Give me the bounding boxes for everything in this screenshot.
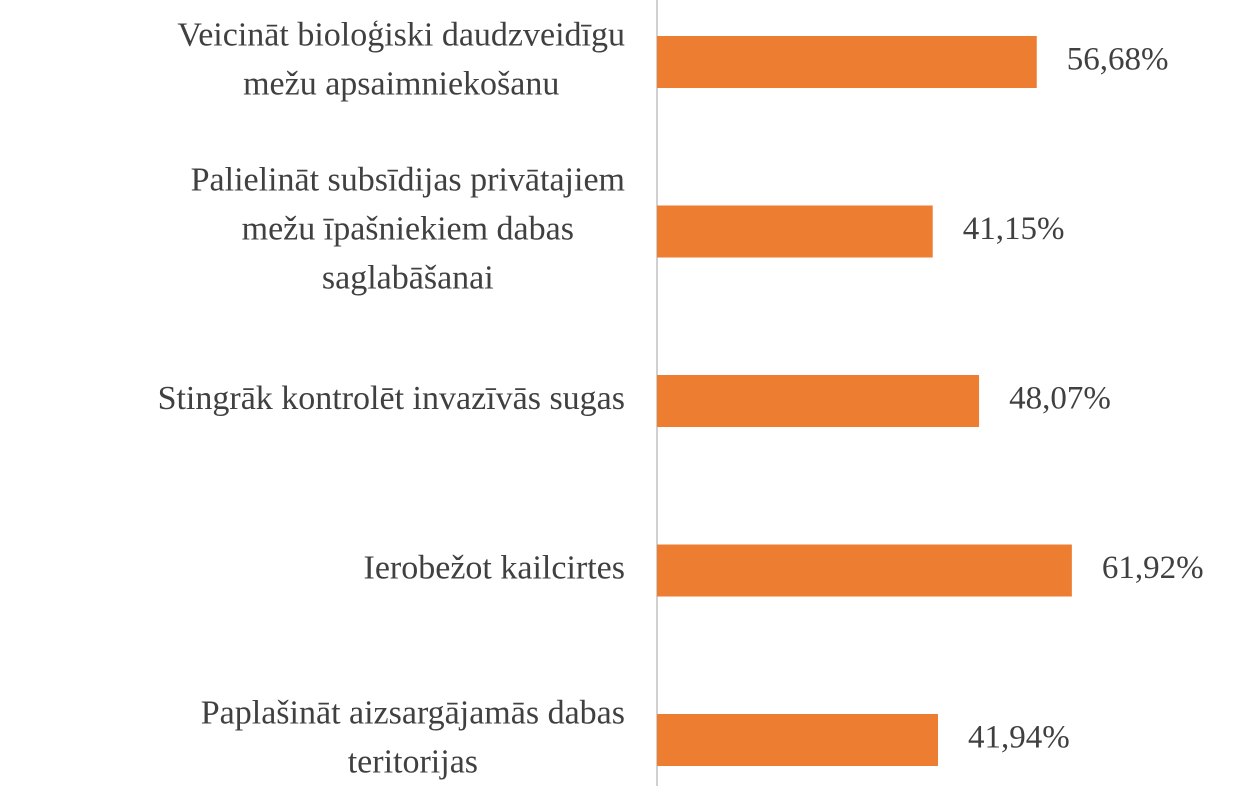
category-label: Ierobežot kailcirtes — [364, 549, 625, 586]
category-label: Paplašināt aizsargājamās dabas teritorija… — [201, 694, 625, 780]
value-label: 56,68% — [1067, 42, 1169, 78]
category-label: Palielināt subsīdijas privātajiem mežu īp… — [191, 161, 625, 296]
category-label: Stingrāk kontrolēt invazīvās sugas — [158, 380, 625, 417]
bar — [657, 544, 1072, 597]
value-label: 41,94% — [968, 720, 1070, 756]
value-label: 61,92% — [1102, 550, 1204, 586]
value-label: 41,15% — [963, 211, 1065, 247]
bar — [657, 714, 938, 766]
bar — [657, 375, 980, 427]
bar — [657, 36, 1037, 88]
category-label: Veicināt bioloģiski daudzveidīgu mežu aps… — [177, 16, 625, 102]
bar — [657, 205, 933, 258]
value-label: 48,07% — [1009, 381, 1111, 417]
